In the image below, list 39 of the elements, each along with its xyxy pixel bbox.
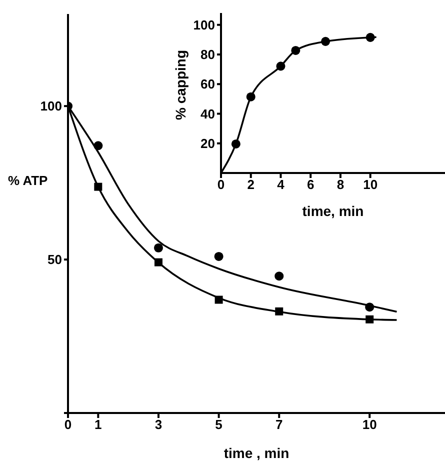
point [274, 272, 284, 281]
x-tick-label: 2 [247, 177, 254, 192]
point [291, 46, 300, 55]
point [154, 258, 162, 266]
point [214, 296, 223, 304]
x-tick-label: 5 [215, 417, 222, 432]
x-tick-label: 4 [277, 177, 286, 192]
point [231, 139, 240, 148]
x-tick-label: 0 [217, 177, 225, 192]
x-tick-label: 7 [276, 417, 283, 432]
y-tick-label: 100 [193, 17, 215, 32]
x-axis-title: time, min [302, 203, 364, 219]
x-tick-label: 3 [154, 417, 162, 432]
y-tick-label: 100 [40, 98, 62, 114]
point [94, 182, 102, 191]
point [365, 302, 374, 312]
y-tick-label: 40 [200, 106, 215, 122]
point [366, 32, 375, 42]
x-tick-label: 10 [363, 177, 378, 192]
point [94, 141, 103, 150]
point [246, 92, 256, 102]
y-tick-label: 60 [200, 76, 215, 92]
point [366, 315, 374, 324]
point [276, 62, 286, 71]
x-tick-label: 6 [306, 177, 314, 192]
x-tick-label: 8 [336, 177, 344, 192]
y-tick-label: 20 [200, 136, 215, 151]
y-axis-title: % capping [172, 50, 189, 120]
x-axis-title: time , min [224, 445, 290, 461]
x-tick-label: 1 [94, 417, 102, 432]
point [321, 36, 330, 46]
x-tick-label: 0 [64, 417, 72, 432]
point [154, 243, 163, 252]
y-axis-title: % ATP [8, 173, 48, 188]
point [275, 307, 284, 316]
y-tick-label: 80 [200, 47, 215, 62]
y-tick-label: 50 [48, 252, 62, 268]
point [214, 252, 224, 261]
x-tick-label: 10 [362, 417, 377, 432]
